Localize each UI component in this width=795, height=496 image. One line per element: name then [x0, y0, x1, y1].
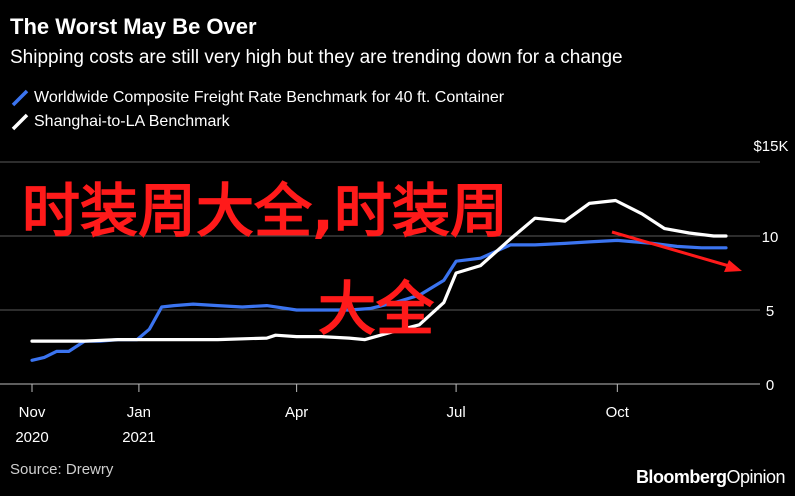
source-note: Source: Drewry: [10, 461, 114, 478]
series-line-shanghai: [30, 198, 728, 343]
y-unit-label: $15K: [753, 138, 788, 155]
brand-logo-part2: Opinion: [726, 467, 785, 487]
x-tick-label: Jul: [447, 404, 466, 421]
watermark-arrow: [611, 230, 737, 270]
y-tick-label: 5: [766, 303, 774, 320]
y-tick-label: 10: [762, 229, 779, 246]
watermark-line-2: 大全: [318, 275, 435, 343]
y-tick-label: 0: [766, 377, 774, 394]
x-tick-label: Jan: [127, 404, 151, 421]
brand-logo-part1: Bloomberg: [635, 467, 727, 487]
legend-label-shanghai: Shanghai-to-LA Benchmark: [34, 113, 230, 130]
legend-item-composite: Worldwide Composite Freight Rate Benchma…: [10, 86, 504, 110]
chart-legend: Worldwide Composite Freight Rate Benchma…: [10, 86, 504, 134]
watermark-line-1: 时装周大全,时装周: [22, 177, 509, 245]
watermark-arrowhead: [724, 260, 742, 272]
legend-swatch-shanghai: [11, 113, 29, 131]
legend-label-composite: Worldwide Composite Freight Rate Benchma…: [34, 89, 505, 106]
x-tick-label: Apr: [285, 404, 308, 421]
chart-subtitle: Shipping costs are still very high but t…: [10, 47, 623, 68]
brand-logo: BloombergOpinion: [635, 467, 786, 488]
legend-swatch-composite: [11, 89, 29, 107]
chart-title: The Worst May Be Over: [10, 14, 257, 39]
x-tick-label: Oct: [606, 404, 630, 421]
x-tick-label-year: 2020: [15, 429, 48, 446]
legend-item-shanghai: Shanghai-to-LA Benchmark: [10, 110, 504, 134]
x-tick-label: Nov: [19, 404, 46, 421]
x-tick-label-year: 2021: [122, 429, 155, 446]
